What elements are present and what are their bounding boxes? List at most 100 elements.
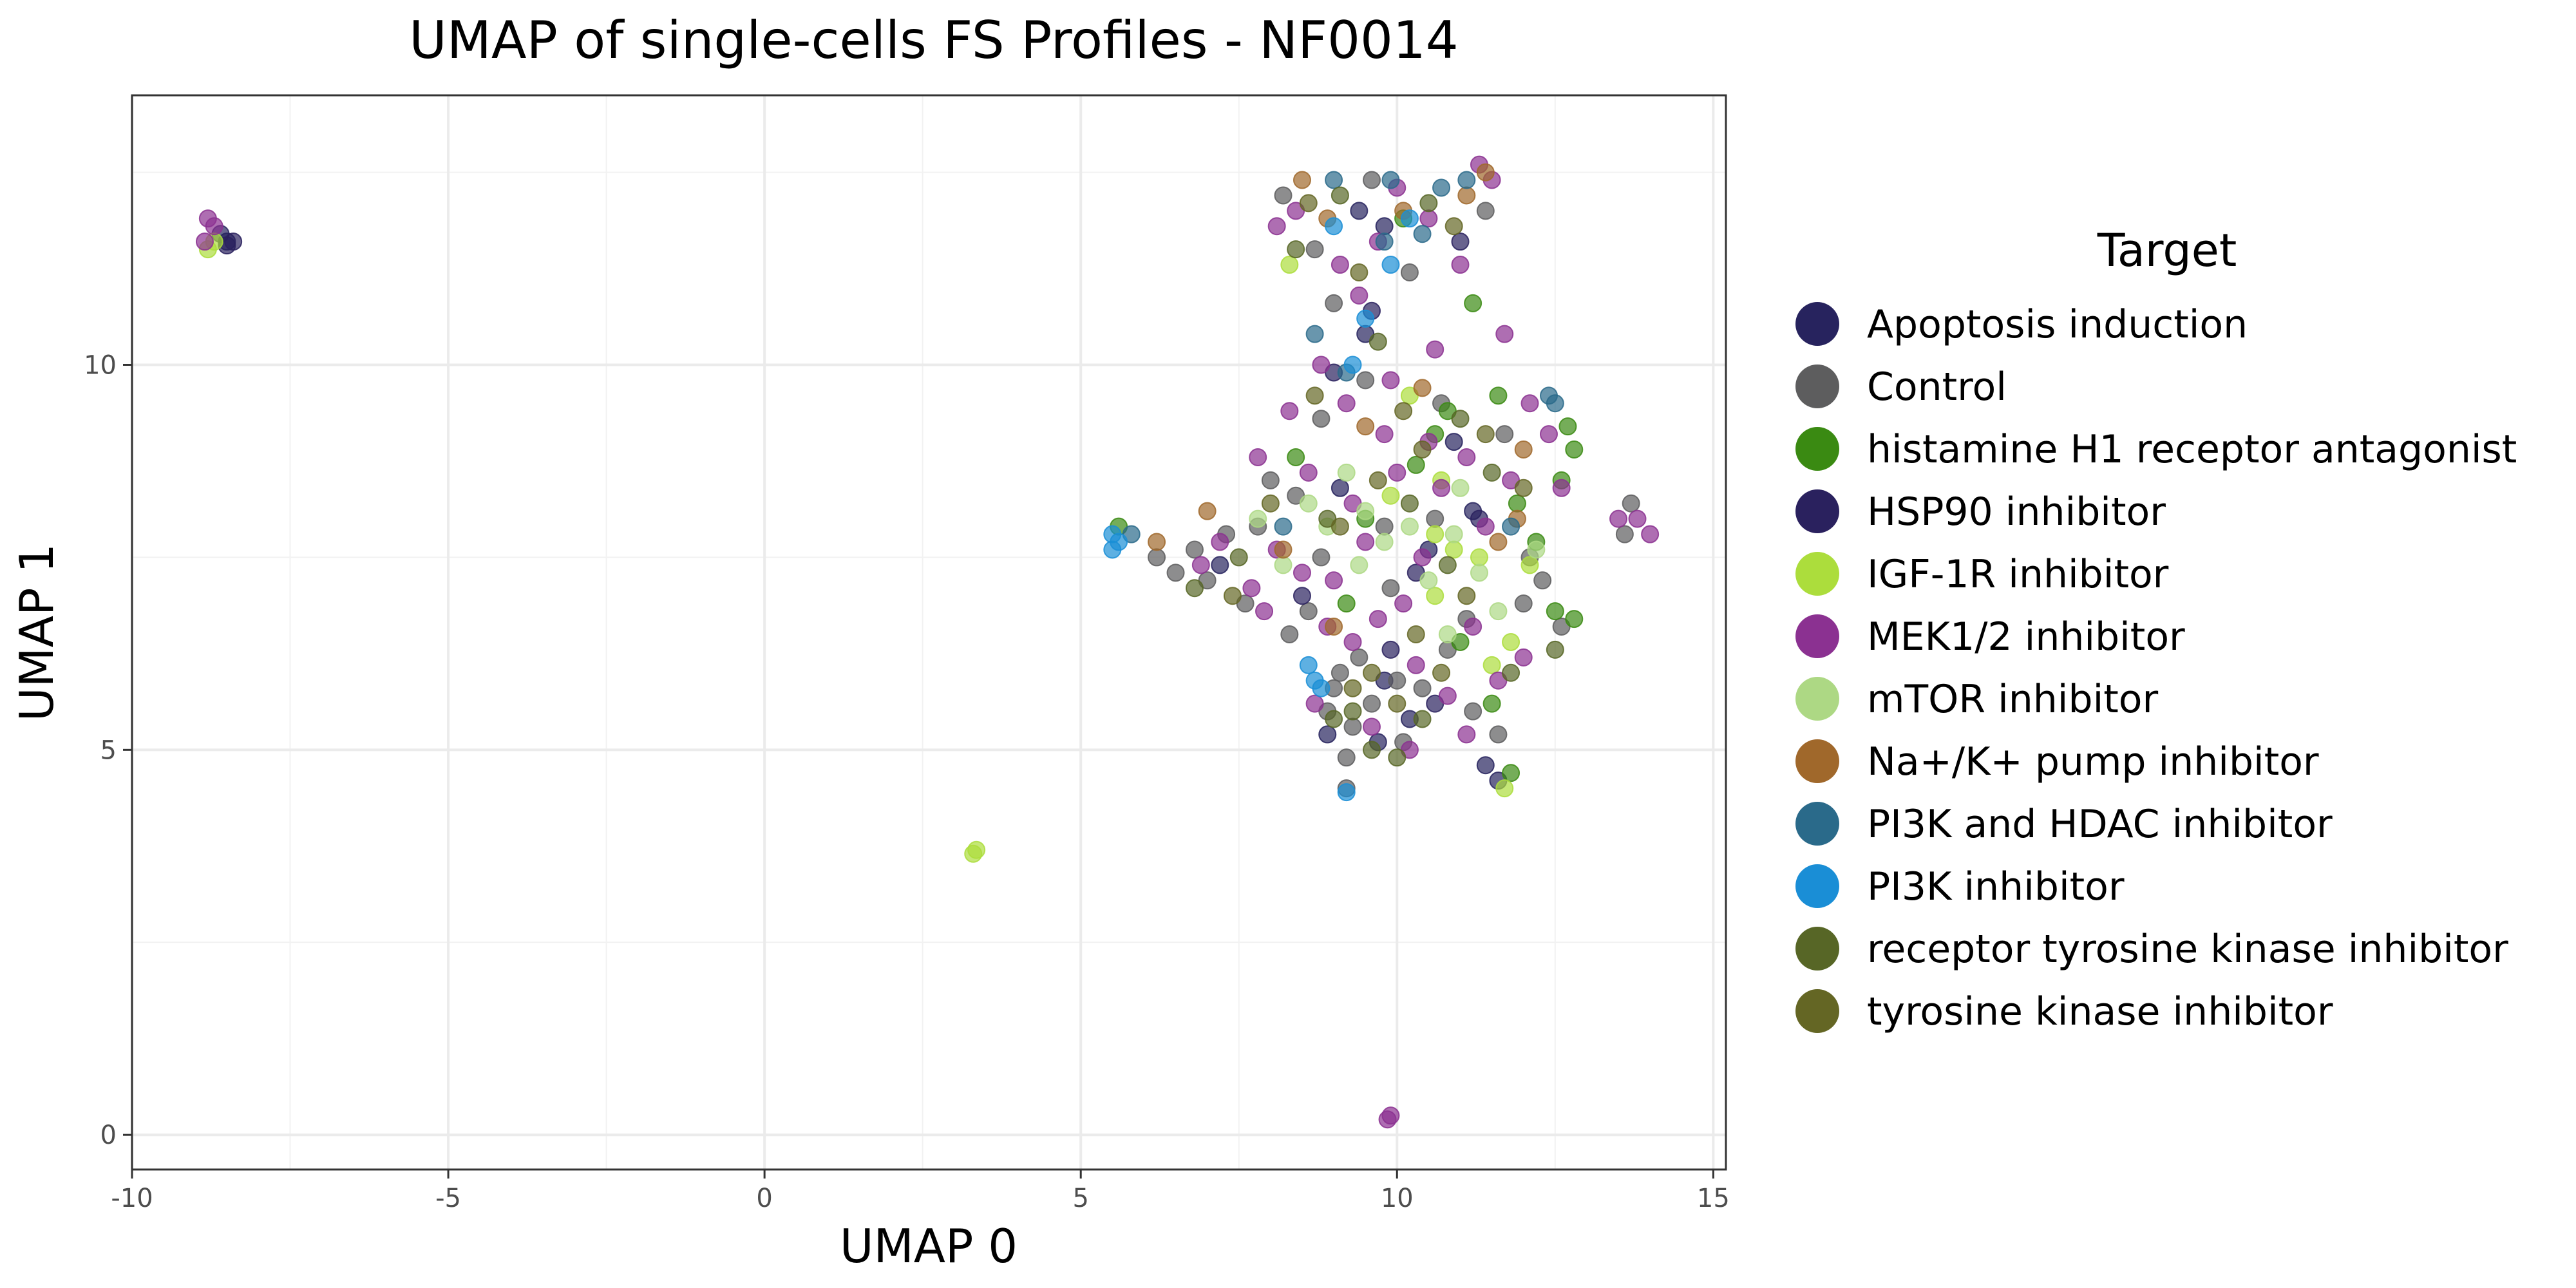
data-point bbox=[1514, 648, 1533, 667]
data-point bbox=[1426, 509, 1444, 528]
data-point bbox=[1356, 371, 1375, 390]
data-point bbox=[1470, 548, 1488, 567]
legend-label: mTOR inhibitor bbox=[1867, 677, 2158, 722]
data-point bbox=[1356, 309, 1375, 328]
y-axis-title: UMAP 1 bbox=[10, 544, 64, 721]
data-point bbox=[205, 217, 223, 236]
data-point bbox=[1249, 448, 1267, 466]
legend-key bbox=[1795, 427, 1839, 471]
data-point bbox=[1388, 694, 1406, 713]
data-point bbox=[1476, 202, 1495, 220]
data-point bbox=[1508, 494, 1526, 513]
data-point bbox=[1464, 294, 1482, 312]
data-point bbox=[1400, 209, 1419, 228]
data-point bbox=[1363, 663, 1381, 682]
chart-title: UMAP of single-cells FS Profiles - NF001… bbox=[409, 10, 1458, 70]
data-point bbox=[1350, 556, 1368, 574]
data-point bbox=[1558, 417, 1577, 436]
data-point bbox=[1325, 217, 1343, 236]
legend: Apoptosis induction Control histamine H1 r… bbox=[1795, 302, 2517, 1034]
data-point bbox=[1356, 417, 1375, 436]
data-point bbox=[1546, 602, 1564, 621]
data-point bbox=[1337, 783, 1356, 802]
data-point bbox=[1299, 494, 1318, 513]
data-point bbox=[1476, 517, 1495, 536]
data-point bbox=[1426, 340, 1444, 359]
data-point bbox=[1489, 602, 1508, 621]
data-point bbox=[1305, 694, 1324, 713]
data-point bbox=[1381, 171, 1400, 189]
data-point bbox=[1495, 779, 1514, 798]
data-point bbox=[1502, 632, 1520, 651]
data-point bbox=[1299, 656, 1318, 674]
data-point bbox=[1337, 748, 1356, 767]
data-point bbox=[1343, 702, 1362, 721]
y-axis-ticks: 0 5 10 bbox=[84, 350, 132, 1150]
data-point bbox=[1350, 648, 1368, 667]
data-point bbox=[1249, 509, 1267, 528]
data-point bbox=[1533, 571, 1552, 590]
data-point bbox=[1375, 533, 1394, 551]
legend-key bbox=[1795, 989, 1839, 1033]
data-point bbox=[1293, 564, 1311, 582]
data-point bbox=[1312, 679, 1331, 697]
data-point bbox=[1628, 509, 1647, 528]
data-point bbox=[1223, 587, 1242, 605]
data-point bbox=[1293, 587, 1311, 605]
data-point bbox=[1148, 548, 1166, 567]
data-point bbox=[1325, 294, 1343, 312]
data-point bbox=[1356, 533, 1375, 551]
legend-key bbox=[1795, 489, 1839, 533]
legend-key bbox=[1795, 802, 1839, 846]
data-point bbox=[1331, 517, 1349, 536]
data-point bbox=[1514, 478, 1533, 497]
data-point bbox=[1381, 256, 1400, 274]
data-point bbox=[1261, 494, 1280, 513]
data-point bbox=[1325, 618, 1343, 636]
data-point bbox=[1186, 579, 1204, 598]
data-point bbox=[1255, 602, 1274, 621]
data-point bbox=[1305, 386, 1324, 405]
data-point bbox=[1274, 556, 1293, 574]
legend-title: Target bbox=[2097, 224, 2237, 277]
x-tick-label: 10 bbox=[1381, 1184, 1414, 1213]
legend-label: histamine H1 receptor antagonist bbox=[1867, 427, 2517, 472]
x-tick-label: 5 bbox=[1072, 1184, 1088, 1213]
data-point bbox=[1191, 556, 1210, 574]
data-point bbox=[1400, 517, 1419, 536]
data-point bbox=[1457, 448, 1476, 466]
data-point bbox=[1350, 286, 1368, 305]
data-point bbox=[1280, 625, 1299, 643]
legend-label: MEK1/2 inhibitor bbox=[1867, 614, 2185, 659]
legend-key bbox=[1795, 552, 1839, 596]
x-tick-label: -10 bbox=[111, 1184, 153, 1213]
data-point bbox=[1489, 533, 1508, 551]
data-point bbox=[1641, 525, 1660, 544]
data-point bbox=[1198, 502, 1217, 520]
data-point bbox=[1476, 756, 1495, 775]
data-point bbox=[1331, 663, 1349, 682]
legend-label: tyrosine kinase inhibitor bbox=[1867, 989, 2333, 1034]
data-point bbox=[1375, 517, 1394, 536]
data-point bbox=[1267, 217, 1286, 236]
data-point bbox=[1457, 587, 1476, 605]
data-point bbox=[1419, 209, 1438, 228]
data-point bbox=[1540, 386, 1558, 405]
data-point bbox=[1438, 556, 1457, 574]
data-point bbox=[1432, 663, 1451, 682]
scatter-points bbox=[195, 155, 1660, 1129]
data-point bbox=[1229, 548, 1248, 567]
data-point bbox=[1287, 240, 1305, 259]
y-tick-label: 5 bbox=[100, 735, 117, 765]
data-point bbox=[1312, 548, 1331, 567]
data-point bbox=[1406, 625, 1425, 643]
data-point bbox=[1325, 710, 1343, 728]
data-point bbox=[1476, 163, 1495, 182]
data-point bbox=[1502, 764, 1520, 782]
data-point bbox=[1546, 640, 1564, 659]
legend-label: HSP90 inhibitor bbox=[1867, 489, 2166, 535]
legend-label: PI3K inhibitor bbox=[1867, 864, 2125, 909]
data-point bbox=[1363, 694, 1381, 713]
data-point bbox=[1514, 594, 1533, 613]
